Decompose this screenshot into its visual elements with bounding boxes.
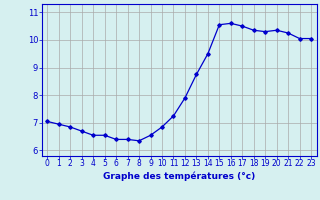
- X-axis label: Graphe des températures (°c): Graphe des températures (°c): [103, 171, 255, 181]
